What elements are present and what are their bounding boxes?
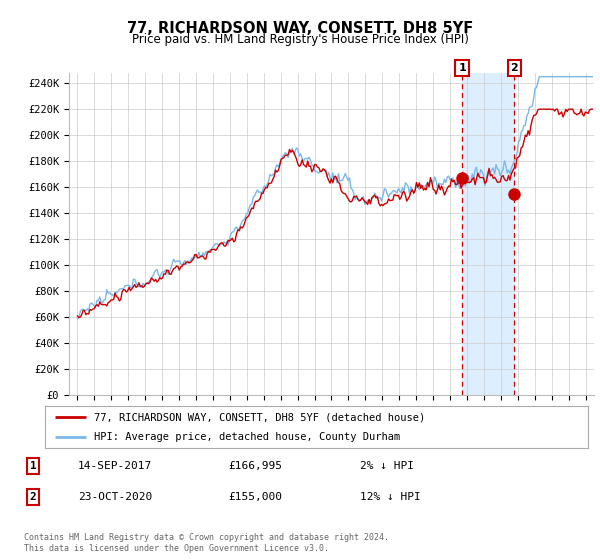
Text: 1: 1 bbox=[29, 461, 37, 471]
Text: 23-OCT-2020: 23-OCT-2020 bbox=[78, 492, 152, 502]
Text: HPI: Average price, detached house, County Durham: HPI: Average price, detached house, Coun… bbox=[94, 432, 400, 442]
Text: 2: 2 bbox=[29, 492, 37, 502]
Text: Price paid vs. HM Land Registry's House Price Index (HPI): Price paid vs. HM Land Registry's House … bbox=[131, 33, 469, 46]
Text: 14-SEP-2017: 14-SEP-2017 bbox=[78, 461, 152, 471]
Text: 2% ↓ HPI: 2% ↓ HPI bbox=[360, 461, 414, 471]
Bar bbox=[462, 73, 514, 395]
Text: Contains HM Land Registry data © Crown copyright and database right 2024.
This d: Contains HM Land Registry data © Crown c… bbox=[24, 533, 389, 553]
Text: 12% ↓ HPI: 12% ↓ HPI bbox=[360, 492, 421, 502]
Text: 77, RICHARDSON WAY, CONSETT, DH8 5YF: 77, RICHARDSON WAY, CONSETT, DH8 5YF bbox=[127, 21, 473, 36]
Text: £155,000: £155,000 bbox=[228, 492, 282, 502]
Text: 2: 2 bbox=[511, 63, 518, 73]
Text: 77, RICHARDSON WAY, CONSETT, DH8 5YF (detached house): 77, RICHARDSON WAY, CONSETT, DH8 5YF (de… bbox=[94, 412, 425, 422]
Text: £166,995: £166,995 bbox=[228, 461, 282, 471]
Text: 1: 1 bbox=[458, 63, 466, 73]
